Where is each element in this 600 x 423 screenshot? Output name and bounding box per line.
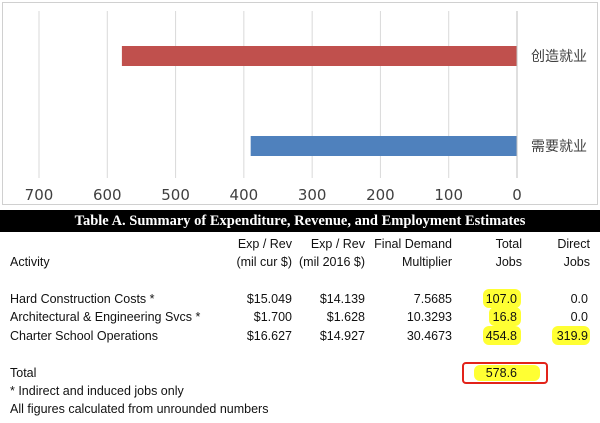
row2-multiplier: 10.3293 [406,310,452,324]
row1-exp-cur: $15.049 [246,292,292,306]
x-tick-label-200: 200 [366,186,395,204]
highlight-total-row3 [483,326,521,345]
row1-direct-jobs: 0.0 [570,292,588,306]
x-tick-label-700: 700 [25,186,54,204]
bar-chart: 700 600 500 400 300 200 100 0 创造就业需要就业 [2,2,598,205]
category-label-2: 需要就业 [531,139,587,155]
bar-2 [250,136,517,156]
total-outline-box [462,362,548,384]
header-direct-jobs-line2: Jobs [563,255,590,269]
row3-exp-cur: $16.627 [246,329,292,343]
x-tick-label-600: 600 [93,186,122,204]
note-indirect: * Indirect and induced jobs only [10,384,184,398]
header-total-jobs-line1: Total [495,237,522,251]
row2-exp-2016: $1.628 [326,310,365,324]
x-tick-label-0: 0 [512,186,522,204]
x-tick-label-500: 500 [161,186,190,204]
total-label: Total [10,366,37,380]
highlight-total-value [474,365,540,381]
header-multiplier-line1: Final Demand [374,237,452,251]
header-exp-2016-line1: Exp / Rev [310,237,365,251]
x-tick-label-100: 100 [434,186,463,204]
header-exp-cur-line2: (mil cur $) [236,255,292,269]
row3-total-jobs: 454.8 [485,329,517,343]
row3-direct-jobs: 319.9 [556,329,588,343]
header-total-jobs-line2: Jobs [495,255,522,269]
row1-total-jobs: 107.0 [485,292,517,306]
highlight-total-row2 [489,307,521,326]
header-multiplier-line2: Multiplier [401,255,452,269]
header-exp-cur-line1: Exp / Rev [237,237,292,251]
x-tick-label-400: 400 [230,186,259,204]
row2-activity: Architectural & Engineering Svcs * [10,310,201,324]
summary-table: Table A. Summary of Expenditure, Revenue… [0,210,600,423]
row1-exp-2016: $14.139 [319,292,365,306]
note-unrounded: All figures calculated from unrounded nu… [10,402,269,416]
row2-total-jobs: 16.8 [492,310,517,324]
row1-activity: Hard Construction Costs * [10,292,155,306]
header-exp-2016-line2: (mil 2016 $) [299,255,365,269]
table-title: Table A. Summary of Expenditure, Revenue… [0,210,600,232]
header-direct-jobs-line1: Direct [557,237,590,251]
row3-activity: Charter School Operations [10,329,158,343]
total-jobs-value: 578.6 [485,366,517,380]
row2-exp-cur: $1.700 [253,310,292,324]
row2-direct-jobs: 0.0 [570,310,588,324]
category-label-1: 创造就业 [531,49,587,65]
row3-multiplier: 30.4673 [406,329,452,343]
row1-multiplier: 7.5685 [413,292,452,306]
highlight-direct-row3 [552,326,590,345]
bar-1 [121,46,517,66]
header-activity: Activity [10,255,50,269]
highlight-total-row1 [483,289,521,308]
x-tick-label-300: 300 [298,186,327,204]
row3-exp-2016: $14.927 [319,329,365,343]
